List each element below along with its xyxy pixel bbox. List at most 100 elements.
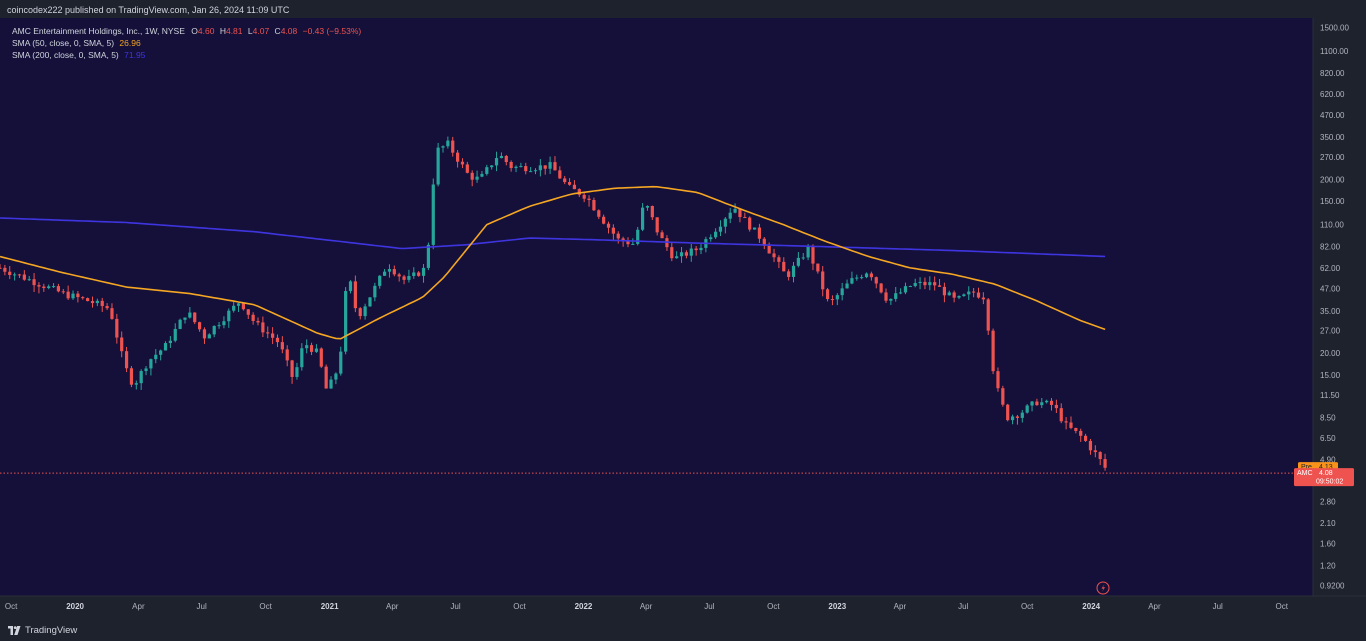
candle <box>275 334 280 348</box>
candle-body <box>1015 416 1020 418</box>
candle-body <box>1040 402 1044 406</box>
candle-body <box>718 226 723 232</box>
candle <box>801 253 805 260</box>
time-axis[interactable]: Oct 2020 Apr Jul Oct 2021 Apr Jul Oct 2022 Apr Jul O… <box>5 602 1289 611</box>
candle-body <box>168 340 172 344</box>
candle <box>441 145 445 153</box>
candle <box>1103 453 1107 471</box>
candle-body <box>66 291 70 299</box>
candle <box>499 152 504 159</box>
candle-body <box>567 182 572 185</box>
candle <box>1030 400 1034 412</box>
y-tick-label: 6.50 <box>1320 434 1336 443</box>
candle <box>8 265 12 280</box>
candle <box>529 167 533 173</box>
candle-body <box>558 170 562 179</box>
candle-body <box>202 329 207 339</box>
candle <box>348 280 353 294</box>
candle-body <box>446 140 450 147</box>
candle-body <box>602 216 606 224</box>
candle <box>37 282 41 294</box>
legend-ohlc-row[interactable]: AMC Entertainment Holdings, Inc., 1W, NY… <box>12 25 361 37</box>
candle-body <box>752 227 757 230</box>
candle-body <box>850 278 854 284</box>
candle <box>587 195 591 207</box>
x-tick-label: Jul <box>197 602 207 611</box>
candle-body <box>894 293 898 299</box>
candle-body <box>509 162 513 169</box>
candle-body <box>597 210 601 217</box>
candle <box>475 170 479 183</box>
last-price-badge: AMC 4.08 09:50:02 <box>1294 468 1354 487</box>
candle-body <box>738 208 742 218</box>
candle-body <box>105 306 109 309</box>
candle <box>723 217 727 234</box>
candle <box>563 175 567 185</box>
candle <box>149 358 153 376</box>
candle <box>105 303 109 310</box>
candle <box>42 283 46 292</box>
candle-body <box>767 245 771 254</box>
candle <box>918 277 922 290</box>
candle <box>1049 398 1054 411</box>
candle <box>811 244 815 271</box>
candle <box>412 267 416 279</box>
candle-body <box>699 247 703 251</box>
candle <box>129 366 134 388</box>
candle-body <box>76 293 80 298</box>
candle <box>782 257 786 272</box>
candle-body <box>183 317 187 320</box>
x-tick-label: Jul <box>450 602 460 611</box>
y-tick-label: 47.00 <box>1320 285 1341 294</box>
candle <box>3 264 7 276</box>
candle-body <box>470 172 474 180</box>
candle-body <box>61 291 65 293</box>
legend-sma50-row[interactable]: SMA (50, close, 0, SMA, 5) 26.96 <box>12 37 361 49</box>
candle <box>300 343 304 371</box>
candle-body <box>533 170 538 172</box>
candle-body <box>407 276 411 280</box>
candle-body <box>139 371 143 384</box>
candle-body <box>86 298 90 302</box>
open-label: O <box>191 26 198 36</box>
tradingview-logo[interactable]: TradingView <box>8 625 77 636</box>
candle-body <box>592 199 596 211</box>
footer-bar <box>0 616 1366 641</box>
candle-body <box>339 351 343 374</box>
candle-body <box>100 300 104 307</box>
candle <box>144 366 148 376</box>
candle-body <box>723 218 727 227</box>
candle <box>752 227 757 230</box>
candle-body <box>134 383 138 385</box>
tradingview-brand: TradingView <box>25 625 78 636</box>
candle-body <box>933 282 937 286</box>
legend-sma200-row[interactable]: SMA (200, close, 0, SMA, 5) 71.95 <box>12 49 361 61</box>
candle-body <box>796 257 800 266</box>
y-tick-label: 820.00 <box>1320 69 1345 78</box>
candle <box>894 286 898 302</box>
candle-body <box>928 282 932 286</box>
candle-body <box>42 286 46 289</box>
y-tick-label: 20.00 <box>1320 349 1341 358</box>
candle-body <box>363 306 367 317</box>
candle <box>655 217 659 236</box>
candle-body <box>1064 421 1068 423</box>
symbol-title[interactable]: AMC Entertainment Holdings, Inc., 1W, NY… <box>12 26 185 36</box>
price-badges: Pre 4.13 AMC 4.08 09:50:02 <box>1294 462 1354 487</box>
candle-body <box>314 348 319 352</box>
candle <box>718 220 723 237</box>
candle <box>120 331 124 358</box>
bar-countdown: 09:50:02 <box>1316 479 1343 486</box>
candle <box>197 321 202 332</box>
candle-body <box>232 305 236 311</box>
sma50-line <box>0 185 1106 340</box>
candle-body <box>1069 422 1073 428</box>
ticker-label: AMC <box>1297 470 1313 477</box>
x-tick-label: Apr <box>1148 602 1161 611</box>
candle-body <box>305 345 309 349</box>
candle <box>533 168 538 175</box>
y-tick-label: 270.00 <box>1320 153 1345 162</box>
lightning-icon[interactable] <box>1096 581 1110 595</box>
candle <box>309 342 314 356</box>
